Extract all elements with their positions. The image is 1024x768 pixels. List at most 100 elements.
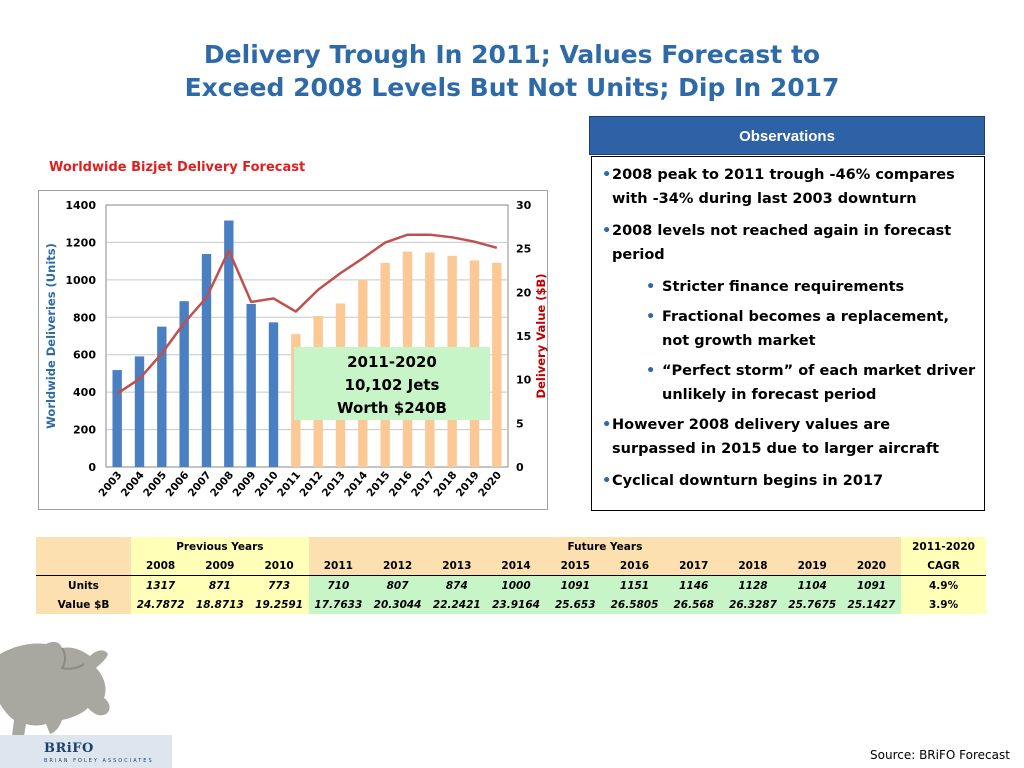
year-header: 2013 — [427, 556, 487, 576]
bullet-icon: • — [602, 167, 612, 183]
year-header: 2008 — [130, 556, 191, 576]
bar-past — [179, 301, 189, 467]
page-title-line-2: Exceed 2008 Levels But Not Units; Dip In… — [184, 73, 840, 102]
table-cell: 20.3044 — [367, 595, 428, 614]
forecast-table: Previous Years Future Years 2011-2020 20… — [36, 537, 986, 614]
y-tick-label: 600 — [73, 349, 96, 362]
observation-text: “Perfect storm” of each market driver un… — [662, 363, 976, 403]
table-cell: 1000 — [486, 575, 546, 595]
table-cell: 1104 — [782, 575, 842, 595]
table-cell: 25.7675 — [782, 595, 842, 614]
table-row-units: Units 1317 871 773 710 807 874 1000 1091… — [36, 575, 986, 595]
value-line — [116, 233, 498, 395]
logo-name: BRiFO — [44, 741, 94, 756]
bar-forecast — [492, 262, 502, 467]
y2-tick-label: 10 — [516, 374, 532, 387]
table-cell: 1091 — [841, 575, 902, 595]
y-tick-label: 1200 — [65, 236, 96, 249]
y2-axis-label: Delivery Value ($B) — [534, 274, 548, 399]
table-cell: 874 — [427, 575, 487, 595]
logo-subtitle: BRIAN FOLEY ASSOCIATES — [44, 758, 154, 764]
table-cell: 807 — [367, 575, 428, 595]
table-cell: 22.2421 — [427, 595, 487, 614]
year-header: 2017 — [664, 556, 724, 576]
year-header: 2018 — [723, 556, 783, 576]
year-header: 2010 — [249, 556, 309, 576]
table-cell: 26.5805 — [604, 595, 665, 614]
table-group-row: Previous Years Future Years 2011-2020 — [36, 537, 986, 556]
y2-tick-label: 30 — [516, 199, 532, 212]
table-cell: 1146 — [664, 575, 724, 595]
bullet-icon: • — [646, 363, 656, 379]
table-row-value: Value $B 24.7872 18.8713 19.2591 17.7633… — [36, 595, 986, 614]
year-header: 2014 — [486, 556, 546, 576]
y-tick-label: 1000 — [65, 274, 96, 287]
group-future-years: Future Years — [308, 537, 902, 556]
year-header: 2009 — [190, 556, 250, 576]
table-cell: 1091 — [545, 575, 605, 595]
cagr-header: CAGR — [901, 556, 986, 576]
group-previous-years: Previous Years — [130, 537, 309, 556]
bullet-icon: • — [602, 417, 612, 433]
bar-past — [201, 254, 212, 467]
y-tick-label: 1400 — [65, 199, 96, 212]
table-cell: 17.7633 — [308, 595, 368, 614]
chart-annotation: 2011-2020 10,102 Jets Worth $240B — [294, 347, 490, 420]
page-title-line-1: Delivery Trough In 2011; Values Forecast… — [203, 40, 821, 69]
row-label: Value $B — [36, 595, 131, 614]
bullet-icon: • — [646, 279, 656, 295]
observations-header: Observations — [589, 116, 985, 155]
plot-area — [105, 204, 509, 468]
bullet-icon: • — [602, 223, 612, 239]
page-title: Delivery Trough In 2011; Values Forecast… — [0, 38, 1024, 104]
observation-text: 2008 levels not reached again in forecas… — [612, 223, 952, 263]
year-header: 2019 — [782, 556, 842, 576]
bar-past — [268, 322, 279, 467]
table-cell: 710 — [308, 575, 368, 595]
observation-item: • 2008 levels not reached again in foreca… — [602, 219, 976, 267]
observation-text: Fractional becomes a replacement, not gr… — [662, 309, 949, 349]
bar-past — [112, 370, 122, 467]
rhino-logo-icon — [0, 641, 110, 736]
table-cell: 871 — [190, 575, 250, 595]
observation-text: 2008 peak to 2011 trough -46% compares w… — [612, 167, 955, 207]
annotation-line-2: 10,102 Jets — [344, 376, 440, 394]
observation-item: • 2008 peak to 2011 trough -46% compares … — [602, 163, 976, 211]
group-cagr: 2011-2020 — [901, 537, 986, 556]
y-tick-label: 200 — [73, 424, 96, 437]
observation-item: • However 2008 delivery values are surpas… — [602, 413, 976, 461]
table-cell: 26.3287 — [723, 595, 783, 614]
row-label: Units — [36, 575, 131, 595]
table-cell: 1317 — [130, 575, 191, 595]
year-header: 2015 — [545, 556, 605, 576]
y-tick-label: 800 — [73, 311, 96, 324]
observation-subitem: • Stricter finance requirements — [602, 275, 976, 299]
y-axis-label: Worldwide Deliveries (Units) — [44, 243, 58, 429]
table-cell: 19.2591 — [249, 595, 309, 614]
annotation-line-1: 2011-2020 — [347, 353, 437, 371]
observation-subitem: • Fractional becomes a replacement, not g… — [602, 305, 976, 353]
annotation-line-3: Worth $240B — [337, 399, 447, 417]
observation-text: However 2008 delivery values are surpass… — [612, 417, 940, 457]
observation-item: • Cyclical downturn begins in 2017 — [602, 469, 976, 493]
table-cell: 773 — [249, 575, 309, 595]
table-cell: 25.653 — [545, 595, 605, 614]
table-year-row: 2008 2009 2010 2011 2012 2013 2014 2015 … — [36, 556, 986, 576]
chart-title: Worldwide Bizjet Delivery Forecast — [49, 160, 306, 175]
observation-text: Stricter finance requirements — [662, 279, 905, 295]
cagr-cell: 3.9% — [901, 595, 986, 614]
observations-panel: • 2008 peak to 2011 trough -46% compares … — [591, 156, 985, 511]
bullet-icon: • — [602, 473, 612, 489]
table-cell: 1151 — [604, 575, 665, 595]
y2-tick-label: 0 — [516, 461, 524, 474]
bullet-icon: • — [646, 309, 656, 325]
bar-past — [134, 356, 145, 467]
year-header: 2012 — [367, 556, 428, 576]
cagr-cell: 4.9% — [901, 575, 986, 595]
year-header: 2020 — [841, 556, 902, 576]
table-cell: 26.568 — [664, 595, 724, 614]
table-cell: 1128 — [723, 575, 783, 595]
y2-tick-label: 25 — [516, 243, 531, 256]
bar-past — [246, 303, 256, 467]
y-tick-label: 0 — [88, 461, 96, 474]
